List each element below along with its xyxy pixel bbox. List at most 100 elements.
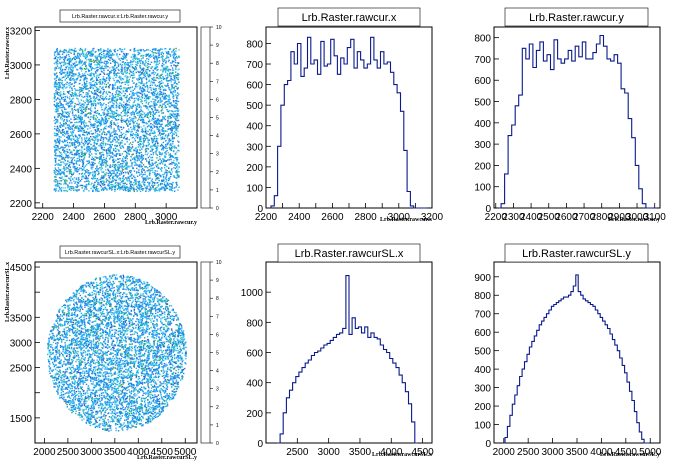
heatmap-cell [141,100,143,102]
heatmap-cell [58,91,60,94]
heatmap-cell [145,166,147,168]
heatmap-cell [151,178,153,180]
heatmap-cell [138,74,140,77]
heatmap-cell [136,119,139,122]
heatmap-cell [127,176,129,178]
heatmap-cell [111,85,114,87]
heatmap-cell [115,184,118,186]
heatmap-cell [58,78,60,81]
heatmap-cell [159,77,162,79]
heatmap-cell [148,165,151,168]
heatmap-cell [66,155,68,158]
heatmap-cell [151,55,153,58]
heatmap-cell [92,116,94,119]
heatmap-cell [111,181,113,184]
heatmap-cell [119,137,121,139]
heatmap-cell [56,93,58,95]
heatmap-cell [124,62,127,64]
heatmap-cell [68,134,70,137]
heatmap-cell [89,118,92,121]
heatmap-cell [110,147,112,149]
heatmap-cell [160,168,162,171]
heatmap-cell [92,171,94,173]
heatmap-cell [133,161,135,163]
heatmap-cell [75,126,77,129]
heatmap-cell [78,134,80,137]
heatmap-cell [86,78,88,80]
heatmap-cell [76,68,78,71]
heatmap-cell [156,149,158,151]
heatmap-cell [129,182,131,185]
heatmap-cell [115,109,118,112]
heatmap-cell [137,98,140,100]
heatmap-cell [115,107,117,109]
heatmap-cell [106,109,109,112]
heatmap-cell [95,137,97,139]
heatmap-cell [109,113,112,115]
heatmap-cell [105,181,107,183]
heatmap-cell [62,71,65,74]
heatmap-cell [72,111,74,113]
heatmap-cell [147,113,149,115]
heatmap-cell [122,110,125,112]
heatmap-cell [63,190,66,192]
heatmap-cell [138,148,141,151]
heatmap-cell [93,123,95,125]
heatmap-cell [120,88,122,90]
heatmap-cell [139,138,142,140]
heatmap-cell [139,61,141,64]
heatmap-cell [162,107,164,109]
heatmap-cell [57,63,59,65]
heatmap-cell [121,167,123,170]
heatmap-cell [83,166,85,168]
heatmap-cell [126,123,128,125]
heatmap-cell [175,68,177,70]
heatmap-cell [82,155,85,157]
heatmap-cell [85,108,87,110]
heatmap-cell [112,185,114,188]
heatmap-cell [112,172,114,174]
heatmap-cell [108,107,110,110]
heatmap-cell [155,79,157,81]
heatmap-cell [133,179,136,181]
heatmap-cell [82,142,84,145]
heatmap-cell [77,185,80,187]
heatmap-cell [102,184,104,186]
heatmap-cell [65,56,67,58]
heatmap-cell [96,55,98,57]
heatmap-cell [90,116,92,118]
heatmap-cell [137,114,139,116]
heatmap-cell [68,113,70,115]
heatmap-cell [176,156,179,159]
heatmap-cell [93,73,95,75]
heatmap-cell [157,100,160,102]
heatmap-cell [132,77,134,79]
heatmap-cell [83,77,86,79]
heatmap-cell [140,169,143,171]
heatmap-cell [74,65,76,67]
heatmap-cell [124,114,126,117]
heatmap-cell [102,151,104,153]
heatmap-cell [160,136,162,139]
heatmap-cell [76,97,78,99]
heatmap-cell [116,119,118,121]
heatmap-cell [176,184,178,186]
heatmap-cell [67,144,69,146]
heatmap-cell [60,132,62,134]
heatmap-cell [97,190,99,192]
heatmap-cell [143,74,145,77]
heatmap-cell [100,169,102,171]
heatmap-cell [56,141,58,143]
heatmap-cell [118,128,120,131]
heatmap-cell [69,68,72,70]
heatmap-cell [73,166,75,169]
heatmap-cell [68,161,70,164]
heatmap-cell [160,48,162,50]
heatmap-cell [101,162,103,164]
heatmap-cell [78,49,81,51]
heatmap-cell [55,128,58,131]
heatmap-cell [77,126,79,129]
heatmap-cell [66,124,69,126]
heatmap-cell [81,110,83,112]
heatmap-cell [158,62,161,64]
